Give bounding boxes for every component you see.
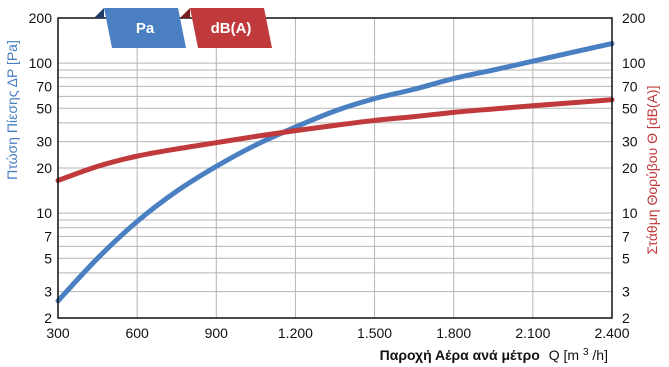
series-layer [55, 41, 615, 304]
x-tick-label: 2.100 [515, 325, 550, 341]
legend-item-pa: Pa [94, 8, 186, 48]
y-tick-label-left: 3 [44, 284, 52, 300]
legend-tab-fold-dba [180, 8, 190, 18]
y-tick-label-right: 20 [622, 160, 638, 176]
x-tick-label: 1.500 [357, 325, 392, 341]
y-tick-label-left: 5 [44, 250, 52, 266]
y-tick-label-right: 3 [622, 284, 630, 300]
legend-label-dba: dB(A) [211, 20, 252, 37]
y-tick-label-right: 7 [622, 228, 630, 244]
y-tick-label-left: 20 [36, 160, 52, 176]
y-tick-label-right: 30 [622, 134, 638, 150]
y-tick-label-left: 200 [29, 10, 53, 26]
y-tick-label-left: 100 [29, 55, 53, 71]
x-axis-label-main: Παροχή Αέρα ανά μέτρο [380, 347, 540, 363]
y-tick-label-left: 10 [36, 205, 52, 221]
y-tick-label-left: 7 [44, 228, 52, 244]
y-tick-labels-left: 2 3 5 7 10 20 30 50 70 100 200 [29, 10, 53, 326]
series-line-pa [55, 41, 615, 304]
x-tick-label: 600 [125, 325, 149, 341]
y-axis-label-left: Πτώση Πίεσης ΔP [Pa] [4, 40, 20, 180]
x-tick-label: 300 [46, 325, 70, 341]
x-tick-label: 900 [205, 325, 229, 341]
y-tick-label-right: 200 [622, 10, 646, 26]
x-tick-label: 1.200 [278, 325, 313, 341]
x-tick-label: 2.400 [594, 325, 629, 341]
x-tick-labels: 300 600 900 1.200 1.500 1.800 2.100 2.400 [46, 325, 629, 341]
y-tick-label-left: 2 [44, 310, 52, 326]
y-axis-label-right: Στάθμη Θορύβου Θ [dB(A)] [644, 86, 660, 255]
x-axis-label-symbol: Q [m [549, 347, 579, 363]
x-tick-label: 1.800 [436, 325, 471, 341]
legend-item-dba: dB(A) [180, 8, 272, 48]
y-tick-label-left: 30 [36, 134, 52, 150]
x-axis-label-tail: /h] [592, 347, 608, 363]
legend-tab-fold-pa [94, 8, 104, 18]
series-line-dba [55, 97, 615, 184]
y-tick-label-left: 70 [36, 78, 52, 94]
legend-tab-dba [190, 8, 272, 48]
x-axis-label: Παροχή Αέρα ανά μέτρο Q [m 3 /h] [380, 342, 608, 363]
y-tick-label-right: 70 [622, 78, 638, 94]
y-tick-label-right: 5 [622, 250, 630, 266]
grid [57, 17, 613, 319]
x-axis-label-sup: 3 [583, 347, 589, 358]
y-tick-labels-right: 2 3 5 7 10 20 30 50 70 100 200 [622, 10, 646, 326]
y-tick-label-left: 50 [36, 100, 52, 116]
plot-frame [57, 17, 613, 319]
legend-tab-pa [104, 8, 186, 48]
y-tick-label-right: 10 [622, 205, 638, 221]
legend: Pa dB(A) [94, 8, 272, 48]
y-tick-label-right: 2 [622, 310, 630, 326]
y-tick-label-right: 100 [622, 55, 646, 71]
legend-label-pa: Pa [136, 20, 155, 37]
y-tick-label-right: 50 [622, 100, 638, 116]
